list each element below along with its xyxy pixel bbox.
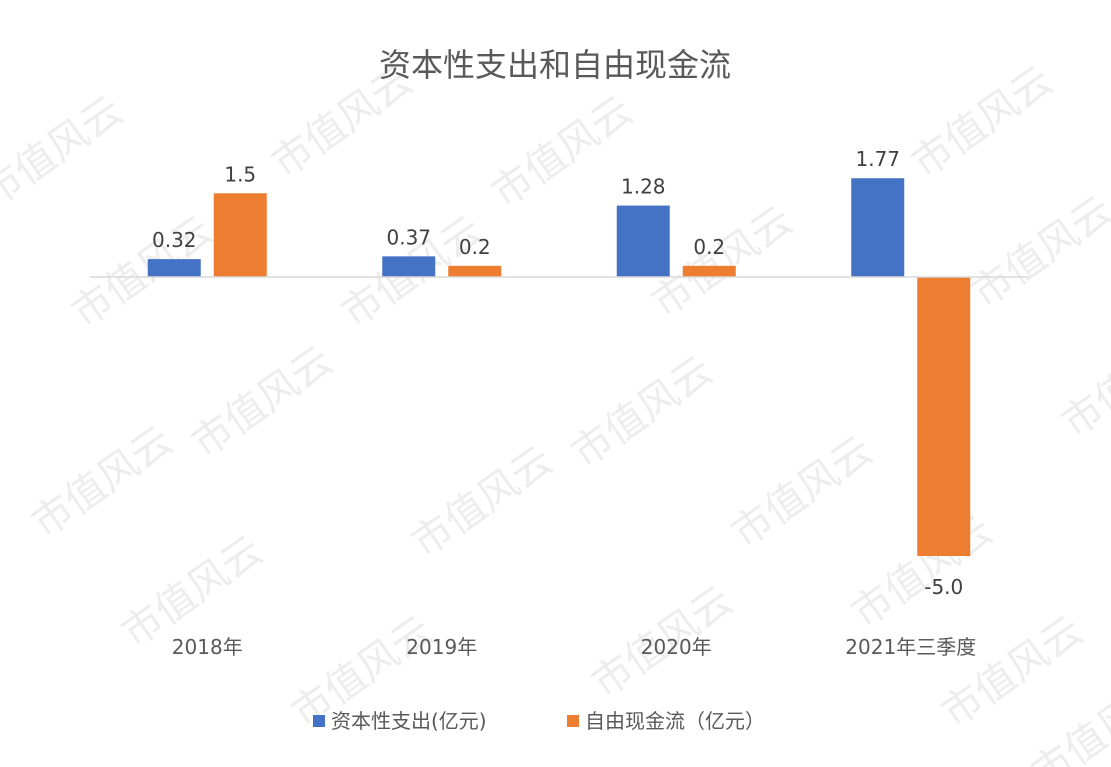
bar-capex-3	[851, 178, 905, 277]
data-label-fcf-1: 0.2	[459, 235, 491, 259]
legend-swatch-1	[567, 715, 579, 727]
data-label-capex-3: 1.77	[855, 147, 900, 171]
bar-fcf-3	[917, 277, 971, 556]
data-label-capex-0: 0.32	[152, 228, 197, 252]
data-label-capex-1: 0.37	[386, 225, 431, 249]
legend-label-1: 自由现金流（亿元）	[585, 709, 765, 733]
bar-capex-0	[147, 259, 201, 277]
legend-label-0: 资本性支出(亿元)	[331, 709, 487, 733]
bar-capex-1	[382, 256, 436, 277]
bar-capex-2	[616, 205, 670, 277]
category-label-0: 2018年	[172, 635, 243, 659]
category-label-1: 2019年	[406, 635, 477, 659]
legend: 资本性支出(亿元) 自由现金流（亿元）	[313, 709, 765, 733]
data-label-capex-2: 1.28	[621, 175, 666, 199]
category-labels: 2018年 2019年 2020年 2021年三季度	[172, 635, 976, 659]
category-label-3: 2021年三季度	[845, 635, 976, 659]
legend-swatch-0	[313, 715, 325, 727]
data-label-fcf-0: 1.5	[224, 162, 256, 186]
bar-fcf-0	[213, 193, 267, 277]
chart-title: 资本性支出和自由现金流	[379, 46, 731, 84]
bar-fcf-1	[448, 265, 502, 277]
data-label-fcf-3: -5.0	[924, 575, 963, 599]
category-label-2: 2020年	[641, 635, 712, 659]
bar-fcf-2	[682, 265, 736, 277]
bars-group: 0.32 1.5 0.37 0.2 1.28 0.2 1.77 -5.0	[147, 147, 971, 599]
data-label-fcf-2: 0.2	[693, 235, 725, 259]
